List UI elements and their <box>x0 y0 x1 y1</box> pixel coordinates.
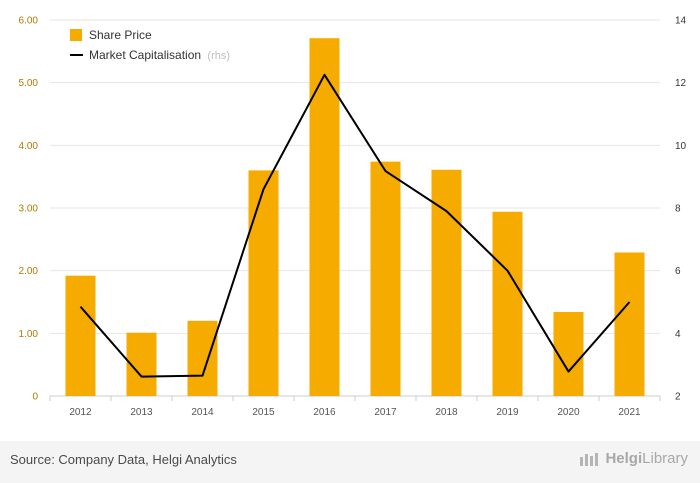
left-tick-label: 0 <box>32 392 38 403</box>
market-cap-line <box>79 73 631 378</box>
x-tick-label: 2013 <box>130 407 153 418</box>
legend-label-market-cap: Market Capitalisation <box>89 48 201 62</box>
left-tick-label: 2.00 <box>19 266 39 277</box>
right-tick-label: 14 <box>675 16 687 27</box>
left-tick-label: 3.00 <box>19 204 39 215</box>
right-axis: 2 4 6 8 10 12 14 <box>675 16 687 403</box>
bar-2019 <box>492 211 523 396</box>
left-tick-label: 6.00 <box>19 16 39 27</box>
brand-logo: HelgiLibrary <box>579 450 688 467</box>
legend-label-share-price: Share Price <box>89 28 152 42</box>
right-tick-label: 12 <box>675 78 687 89</box>
left-axis: 0 1.00 2.00 3.00 4.00 5.00 6.00 <box>19 16 39 403</box>
left-tick-label: 5.00 <box>19 78 39 89</box>
legend-note-rhs: (rhs) <box>207 50 230 62</box>
x-tick-label: 2015 <box>252 407 275 418</box>
right-tick-label: 2 <box>675 392 681 403</box>
bar-2016 <box>309 38 340 396</box>
x-tick-label: 2016 <box>313 407 336 418</box>
brand-name-b: Library <box>642 450 688 467</box>
source-note: Source: Company Data, Helgi Analytics <box>10 452 237 467</box>
x-tick-label: 2019 <box>496 407 519 418</box>
legend-swatch-share-price <box>70 29 82 41</box>
chart: 0 1.00 2.00 3.00 4.00 5.00 6.00 2 4 6 8 10 12 14 201… <box>19 16 687 419</box>
footer: Source: Company Data, Helgi Analytics He… <box>0 441 700 483</box>
brand-name-a: Helgi <box>605 450 643 467</box>
legend: Share Price Market Capitalisation (rhs) <box>70 28 230 62</box>
bar-2014 <box>187 320 218 396</box>
bar-2021 <box>614 252 645 396</box>
bar-series <box>65 38 645 396</box>
x-tick-label: 2017 <box>374 407 397 418</box>
line-series <box>79 73 631 378</box>
bar-2015 <box>248 170 279 396</box>
x-tick-label: 2014 <box>191 407 214 418</box>
bar-2012 <box>65 275 96 396</box>
left-tick-label: 4.00 <box>19 141 39 152</box>
right-tick-label: 10 <box>675 141 687 152</box>
x-tick-label: 2012 <box>69 407 92 418</box>
bar-2018 <box>431 169 462 396</box>
svg-text:Market Capitalisation (r: Market Capitalisation (rhs) <box>89 48 230 62</box>
x-tick-label: 2020 <box>557 407 580 418</box>
library-icon <box>580 452 599 466</box>
right-tick-label: 6 <box>675 266 681 277</box>
bar-2017 <box>370 161 401 396</box>
right-tick-label: 4 <box>675 329 681 340</box>
x-axis: 2012 2013 2014 2015 2016 2017 2018 2019 2020 2021 <box>49 395 661 418</box>
left-tick-label: 1.00 <box>19 329 39 340</box>
x-tick-label: 2018 <box>435 407 458 418</box>
x-tick-label: 2021 <box>618 407 641 418</box>
gridlines <box>50 19 660 334</box>
right-tick-label: 8 <box>675 204 681 215</box>
